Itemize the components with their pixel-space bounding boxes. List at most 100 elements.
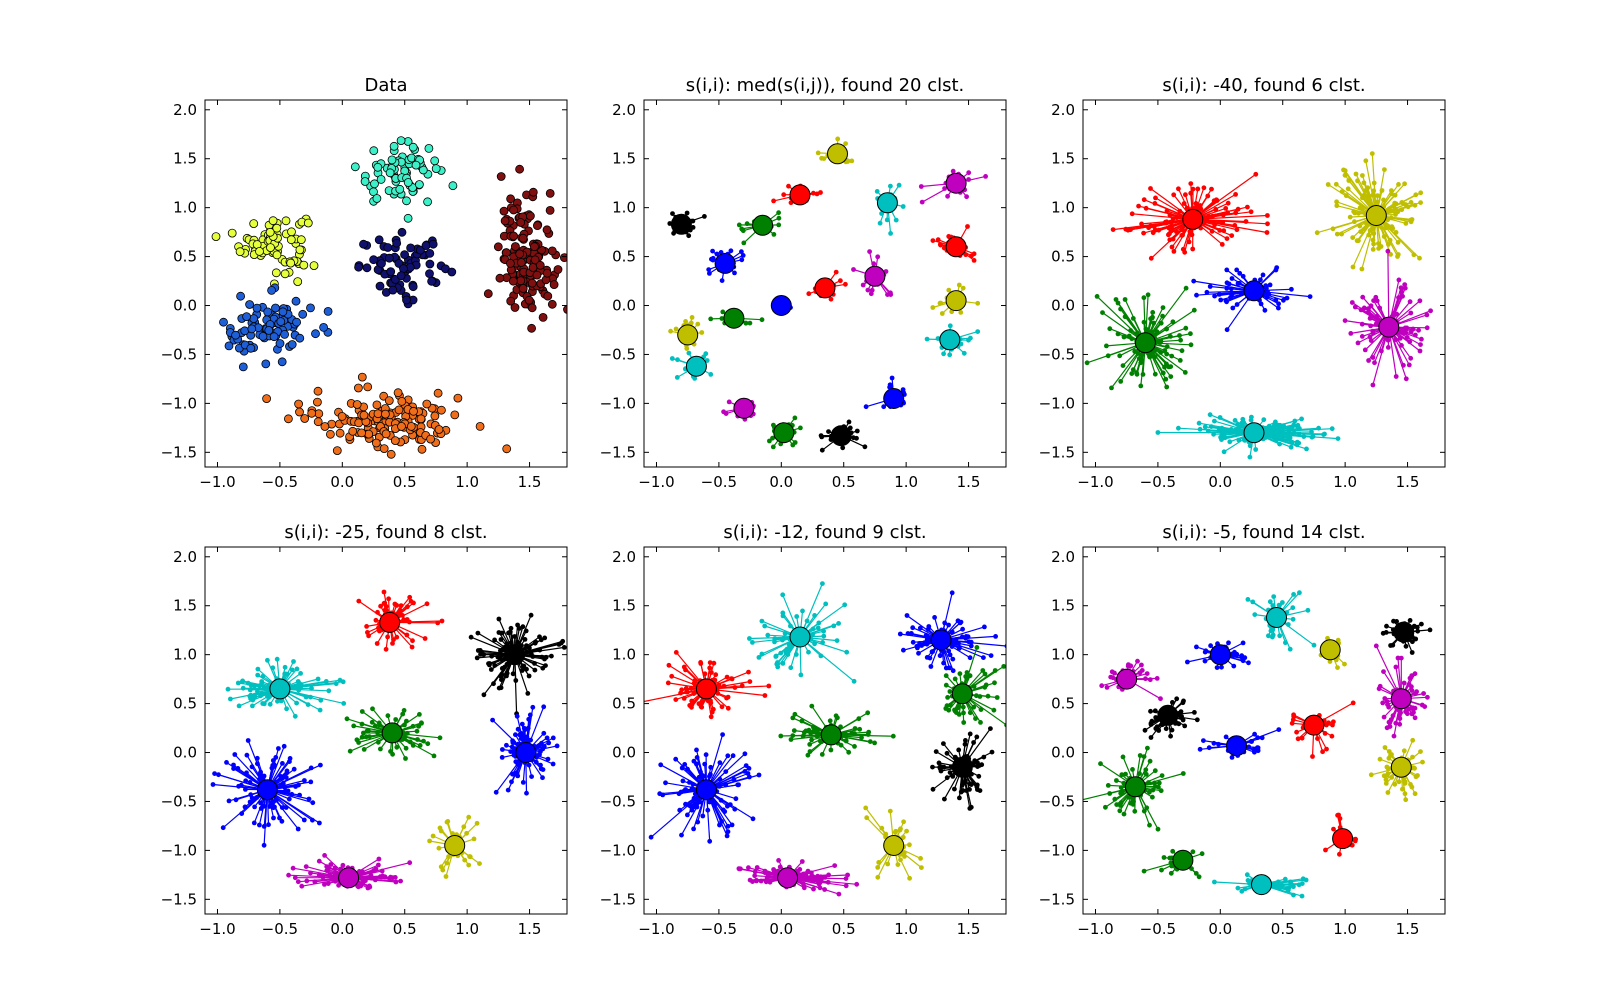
cluster-member-point [491,681,496,687]
cluster [708,307,765,329]
cluster-member-point [673,650,679,655]
cluster-member-point [286,872,291,878]
cluster-member-point [499,677,504,683]
cluster-exemplar [723,307,745,329]
data-point [515,249,525,259]
cluster-member-point [385,634,390,640]
cluster-member-point [407,619,412,625]
cluster-member-point [1391,312,1397,317]
cluster-member-point [257,771,263,777]
cluster-member-point [225,686,231,692]
cluster [210,738,323,848]
cluster-member-point [502,644,507,650]
cluster-member-point [706,267,712,272]
data-point [369,146,379,156]
cluster-member-point [475,648,481,653]
cluster-member-point [1412,202,1418,208]
y-tick-label: 2.0 [612,101,636,119]
cluster-member-point [1406,362,1412,368]
cluster-member-point [1233,192,1238,197]
cluster-member-point [1138,383,1144,389]
cluster-member-point [964,676,970,681]
cluster-member-point [289,667,295,673]
cluster-member-point [468,634,474,640]
cluster-member-point [1343,193,1349,199]
cluster-member-point [1128,227,1133,233]
cluster-member-point [278,774,284,779]
cluster-member-point [862,444,868,450]
data-point [495,273,505,283]
cluster-member-point [710,248,715,254]
cluster-member-point [530,704,536,710]
cluster-member-point [939,311,945,316]
cluster-member-point [1153,195,1158,201]
cluster-member-point [267,804,273,809]
cluster-member-point [490,717,495,723]
y-tick-label: 1.5 [173,597,197,615]
cluster-member-point [403,756,408,761]
cluster-exemplar [930,629,952,651]
cluster-member-point [364,624,369,629]
cluster-member-point [232,752,238,757]
cluster-member-point [975,764,980,769]
cluster-member-point [1291,430,1297,436]
cluster-member-point [1289,286,1294,292]
cluster-member-point [1372,360,1377,366]
x-tick-label: 0.0 [330,920,354,938]
chart-title: s(i,i): med(s(i,j)), found 20 clst. [686,75,965,96]
cluster-member-point [750,640,755,645]
cluster-member-point [1211,431,1216,437]
cluster-member-point [994,695,1000,700]
cluster-member-point [952,786,957,792]
data-point [508,276,518,286]
cluster-member-point [292,713,298,719]
cluster-member-point [540,775,545,781]
cluster-exemplar [1365,205,1387,226]
cluster-member-point [930,764,935,770]
cluster-member-point [1355,340,1361,346]
cluster-member-point [867,249,872,255]
x-tick-label: −0.5 [262,920,298,938]
data-point [291,296,301,306]
cluster-member-point [296,687,302,693]
data-point [425,259,435,269]
cluster-member-point [310,800,316,806]
cluster-member-point [1224,280,1230,286]
data-point [436,405,446,415]
cluster-member-point [1141,295,1147,301]
plot-area [667,136,988,453]
cluster-member-point [957,671,963,677]
data-point [532,270,542,280]
data-point [533,221,542,231]
cluster [1110,171,1270,261]
plot-area [1084,151,1433,460]
cluster-member-point [989,749,995,755]
cluster-member-point [1207,284,1213,289]
cluster-member-point [1150,310,1156,315]
cluster-member-point [975,329,981,334]
cluster-member-point [550,735,556,741]
cluster-member-point [1229,292,1235,297]
cluster-member-point [1316,425,1321,431]
data-point [262,394,272,404]
cluster-exemplar [789,626,811,648]
cluster-member-point [1356,210,1361,216]
cluster-member-point [316,872,322,878]
cluster-member-point [248,692,254,698]
data-point [380,409,390,419]
data-point [389,141,399,151]
cluster-member-point [756,655,762,660]
cluster-member-point [466,814,472,820]
data-point [231,330,241,340]
cluster-member-point [689,698,695,704]
cluster-member-point [316,858,322,864]
cluster-member-point [711,706,716,712]
cluster-member-point [835,136,841,142]
cluster-member-point [287,759,292,764]
cluster-member-point [955,618,961,624]
cluster-member-point [558,640,564,646]
cluster-member-point [390,751,395,757]
cluster-member-point [1216,292,1222,297]
cluster-member-point [776,222,782,228]
y-tick-label: 0.5 [173,695,197,713]
